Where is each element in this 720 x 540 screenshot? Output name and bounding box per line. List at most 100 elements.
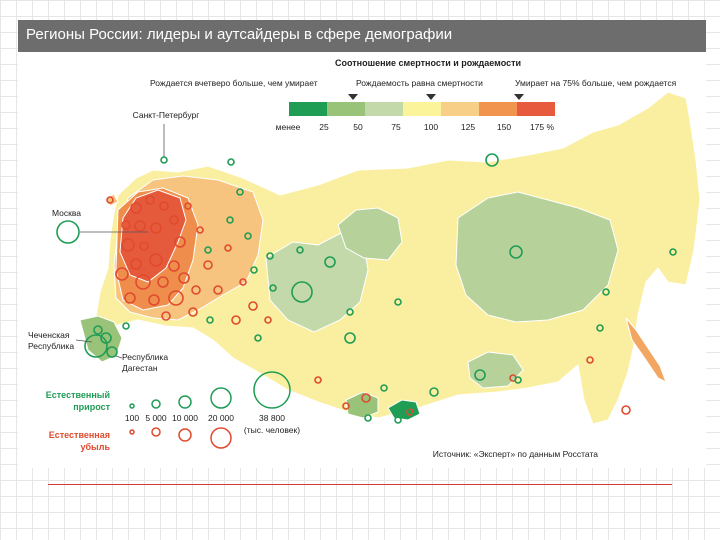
decline-circle — [178, 272, 190, 284]
growth-circle — [429, 387, 439, 397]
decline-circle — [149, 253, 163, 267]
scale-label-1: 25 — [319, 122, 329, 132]
decline-circle — [248, 301, 258, 311]
map-regions — [79, 91, 701, 425]
size-legend-growth-10000 — [178, 395, 192, 409]
scale-swatch-1 — [289, 102, 327, 116]
decline-circle — [188, 307, 198, 317]
russia-map: Санкт-Петербург Москва Чеченская Республ… — [28, 58, 701, 459]
decline-circle — [130, 258, 142, 270]
decline-circle — [130, 202, 142, 214]
decline-circle — [231, 315, 241, 325]
label-spb: Санкт-Петербург — [133, 110, 200, 120]
growth-circle — [324, 256, 336, 268]
growth-circle — [380, 384, 388, 392]
scale-label-5: 125 — [461, 122, 475, 132]
growth-circle — [206, 316, 214, 324]
pointer-triangle-right — [514, 94, 524, 100]
growth-circle — [204, 246, 212, 254]
scale-swatch-3 — [365, 102, 403, 116]
decline-circle — [135, 274, 151, 290]
scale-label-0: менее — [276, 122, 301, 132]
scale-label-7: 175 % — [530, 122, 555, 132]
decline-circle — [191, 285, 201, 295]
size-legend-growth-38800 — [253, 371, 291, 409]
scale-swatch-5 — [441, 102, 479, 116]
decline-circle — [157, 276, 169, 288]
growth-circle — [93, 325, 103, 335]
growth-circle — [269, 284, 277, 292]
growth-circle — [250, 266, 258, 274]
region-west-siberia — [265, 231, 369, 333]
decline-circle — [264, 316, 272, 324]
growth-circle — [291, 281, 313, 303]
legend-annotation-center: Рождаемость равна смертности — [356, 78, 483, 88]
map-panel: Регионы России: лидеры и аутсайдеры в сф… — [18, 20, 706, 468]
growth-label-line1: Естественный — [46, 390, 110, 400]
growth-circle — [394, 416, 402, 424]
scale-label-2: 50 — [353, 122, 363, 132]
growth-circle — [227, 158, 235, 166]
region-central-siberia — [455, 191, 619, 323]
decline-circle — [121, 238, 135, 252]
scale-swatch-4 — [403, 102, 441, 116]
decline-label-line2: убыль — [80, 442, 110, 452]
size-value-2: 10 000 — [172, 413, 198, 423]
decline-circle — [161, 311, 171, 321]
decline-circle — [342, 402, 350, 410]
region-circles — [56, 153, 677, 424]
label-moscow: Москва — [52, 208, 81, 218]
decline-circle — [213, 285, 223, 295]
decline-circle — [124, 292, 136, 304]
decline-circle — [168, 290, 184, 306]
decline-label-line1: Естественная — [49, 430, 110, 440]
region-yamal — [337, 207, 403, 261]
decline-circle — [406, 408, 414, 416]
decline-circle — [361, 393, 371, 403]
size-legend-decline-5000 — [151, 427, 161, 437]
scale-swatch-2 — [327, 102, 365, 116]
decline-circle — [196, 226, 204, 234]
size-value-4: 38 800 — [259, 413, 285, 423]
growth-circle — [226, 216, 234, 224]
growth-circle — [254, 334, 262, 342]
decline-circle — [239, 278, 247, 286]
legend-annotation-right: Умирает на 75% больше, чем рождается — [515, 78, 677, 88]
title-bar: Регионы России: лидеры и аутсайдеры в сф… — [18, 20, 706, 52]
scale-label-3: 75 — [391, 122, 401, 132]
source-note: Источник: «Эксперт» по данным Росстата — [433, 449, 599, 459]
decline-circle — [148, 294, 160, 306]
label-dagestan-line2: Дагестан — [122, 363, 158, 373]
growth-circle — [394, 298, 402, 306]
size-legend-decline-100 — [129, 429, 135, 435]
size-legend: Естественный прирост Естественная убыль … — [46, 371, 300, 452]
size-legend-growth-20000 — [210, 387, 232, 409]
moscow-circle — [56, 220, 80, 244]
decline-circle — [224, 244, 232, 252]
color-scale-legend: Соотношение смертности и рождаемости Рож… — [150, 58, 677, 132]
growth-circle — [344, 332, 356, 344]
growth-circle — [509, 245, 523, 259]
decline-circle — [106, 196, 114, 204]
growth-circle — [346, 308, 354, 316]
decline-circle — [169, 215, 179, 225]
size-legend-growth-100 — [129, 403, 135, 409]
size-legend-decline-10000 — [178, 428, 192, 442]
legend-annotation-left: Рождается вчетверо больше, чем умирает — [150, 78, 318, 88]
region-far-east-orange — [625, 317, 667, 384]
label-dagestan-line1: Республика — [122, 352, 168, 362]
size-legend-growth-5000 — [151, 399, 161, 409]
spb-marker — [160, 156, 168, 164]
growth-circle — [364, 414, 372, 422]
growth-circle — [236, 188, 244, 196]
decline-circle — [621, 405, 631, 415]
label-chechnya-line2: Республика — [28, 341, 74, 351]
decline-circle — [184, 202, 192, 210]
decline-circle — [174, 236, 186, 248]
decline-circle — [121, 220, 131, 230]
decline-circle — [134, 220, 146, 232]
decline-circle — [159, 201, 169, 211]
scale-label-4: 100 — [424, 122, 438, 132]
growth-circle — [84, 334, 108, 358]
decline-circle — [168, 260, 180, 272]
